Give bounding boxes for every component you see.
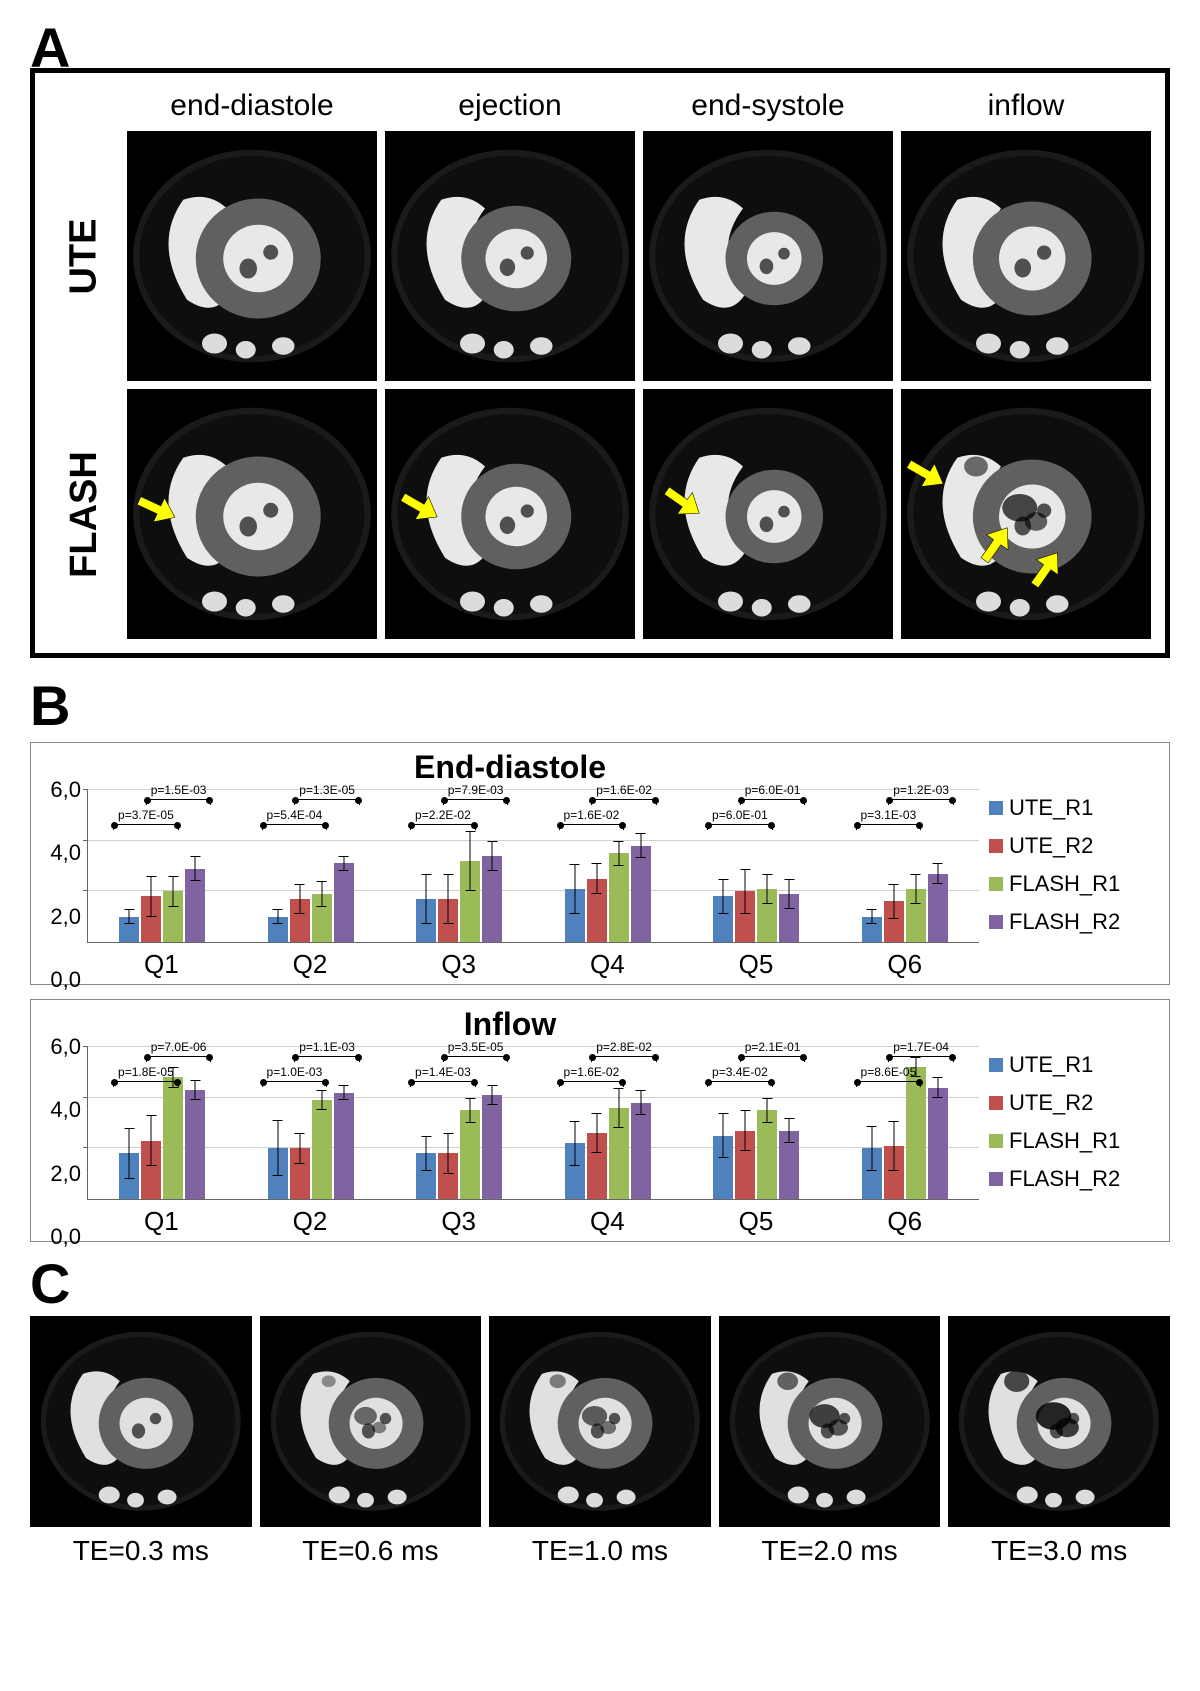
legend-swatch bbox=[989, 1058, 1003, 1072]
bar bbox=[334, 1093, 354, 1199]
bar-group bbox=[237, 1047, 386, 1199]
legend-label: FLASH_R2 bbox=[1009, 909, 1120, 935]
chart-title: End-diastole bbox=[41, 749, 979, 786]
ute-mri-frame bbox=[643, 131, 893, 381]
bar bbox=[482, 1095, 502, 1199]
te-label: TE=2.0 ms bbox=[761, 1535, 897, 1567]
phase-label: inflow bbox=[901, 89, 1151, 123]
flash-mri-frame bbox=[901, 389, 1151, 639]
x-tick-label: Q2 bbox=[236, 1206, 385, 1237]
bar bbox=[609, 853, 629, 942]
legend-label: UTE_R1 bbox=[1009, 795, 1093, 821]
bar-chart: End-diastole0,02,04,06,0p=3.7E-05p=1.5E-… bbox=[30, 742, 1170, 985]
chart-legend: UTE_R1 UTE_R2 FLASH_R1 FLASH_R2 bbox=[989, 1006, 1159, 1237]
x-tick-label: Q6 bbox=[830, 949, 979, 980]
legend-swatch bbox=[989, 877, 1003, 891]
chart-title: Inflow bbox=[41, 1006, 979, 1043]
te-label: TE=1.0 ms bbox=[532, 1535, 668, 1567]
legend-label: UTE_R2 bbox=[1009, 833, 1093, 859]
legend-swatch bbox=[989, 839, 1003, 853]
x-tick-label: Q5 bbox=[682, 949, 831, 980]
panel-b-letter: B bbox=[30, 678, 1170, 734]
x-tick-label: Q3 bbox=[384, 1206, 533, 1237]
legend-swatch bbox=[989, 1096, 1003, 1110]
ute-te-frame bbox=[948, 1316, 1170, 1527]
bar bbox=[928, 1088, 948, 1199]
bar bbox=[631, 846, 651, 942]
y-tick-label: 2,0 bbox=[50, 904, 81, 930]
ute-te-frame bbox=[260, 1316, 482, 1527]
bar bbox=[312, 1100, 332, 1199]
bar bbox=[460, 1110, 480, 1199]
x-tick-label: Q6 bbox=[830, 1206, 979, 1237]
legend-swatch bbox=[989, 915, 1003, 929]
y-tick-label: 2,0 bbox=[50, 1161, 81, 1187]
legend-label: UTE_R2 bbox=[1009, 1090, 1093, 1116]
panel-c-letter: C bbox=[30, 1256, 1170, 1312]
flash-mri-frame bbox=[127, 389, 377, 639]
bar-group bbox=[682, 1047, 831, 1199]
legend-label: FLASH_R1 bbox=[1009, 1128, 1120, 1154]
bar-group bbox=[534, 1047, 683, 1199]
te-label: TE=0.6 ms bbox=[302, 1535, 438, 1567]
bar bbox=[906, 1067, 926, 1199]
bar-group bbox=[385, 790, 534, 942]
y-tick-label: 4,0 bbox=[50, 1097, 81, 1123]
ute-mri-frame bbox=[127, 131, 377, 381]
x-tick-label: Q3 bbox=[384, 949, 533, 980]
bar-group bbox=[88, 790, 237, 942]
phase-label: end-diastole bbox=[127, 89, 377, 123]
bar-group bbox=[237, 790, 386, 942]
flash-mri-frame bbox=[643, 389, 893, 639]
x-tick-label: Q4 bbox=[533, 1206, 682, 1237]
bar-group bbox=[534, 790, 683, 942]
x-tick-label: Q1 bbox=[87, 949, 236, 980]
bar bbox=[185, 1090, 205, 1199]
legend-swatch bbox=[989, 1172, 1003, 1186]
phase-label: ejection bbox=[385, 89, 635, 123]
x-tick-label: Q2 bbox=[236, 949, 385, 980]
legend-swatch bbox=[989, 801, 1003, 815]
ute-mri-frame bbox=[385, 131, 635, 381]
bar-group bbox=[831, 790, 980, 942]
legend-label: FLASH_R2 bbox=[1009, 1166, 1120, 1192]
x-tick-label: Q4 bbox=[533, 949, 682, 980]
bar-group bbox=[385, 1047, 534, 1199]
y-tick-label: 6,0 bbox=[50, 777, 81, 803]
bar bbox=[928, 874, 948, 942]
bar bbox=[631, 1103, 651, 1199]
bar-group bbox=[682, 790, 831, 942]
bar bbox=[334, 863, 354, 942]
bar bbox=[757, 1110, 777, 1199]
legend-swatch bbox=[989, 1134, 1003, 1148]
panel-a-container: end-diastoleejectionend-systoleinflow UTE bbox=[30, 68, 1170, 658]
y-tick-label: 0,0 bbox=[50, 1224, 81, 1250]
ute-te-frame bbox=[30, 1316, 252, 1527]
ute-te-frame bbox=[719, 1316, 941, 1527]
y-tick-label: 6,0 bbox=[50, 1034, 81, 1060]
phase-label: end-systole bbox=[643, 89, 893, 123]
bar-chart: Inflow0,02,04,06,0p=1.8E-05p=7.0E-06p=1.… bbox=[30, 999, 1170, 1242]
bar-group bbox=[88, 1047, 237, 1199]
bar-group bbox=[831, 1047, 980, 1199]
y-tick-label: 4,0 bbox=[50, 840, 81, 866]
bar bbox=[163, 1077, 183, 1199]
x-tick-label: Q1 bbox=[87, 1206, 236, 1237]
flash-mri-frame bbox=[385, 389, 635, 639]
ute-mri-frame bbox=[901, 131, 1151, 381]
te-label: TE=3.0 ms bbox=[991, 1535, 1127, 1567]
chart-legend: UTE_R1 UTE_R2 FLASH_R1 FLASH_R2 bbox=[989, 749, 1159, 980]
y-tick-label: 0,0 bbox=[50, 967, 81, 993]
sequence-row-label: FLASH bbox=[49, 389, 119, 639]
ute-te-frame bbox=[489, 1316, 711, 1527]
sequence-row-label: UTE bbox=[49, 131, 119, 381]
legend-label: UTE_R1 bbox=[1009, 1052, 1093, 1078]
x-tick-label: Q5 bbox=[682, 1206, 831, 1237]
legend-label: FLASH_R1 bbox=[1009, 871, 1120, 897]
te-label: TE=0.3 ms bbox=[73, 1535, 209, 1567]
